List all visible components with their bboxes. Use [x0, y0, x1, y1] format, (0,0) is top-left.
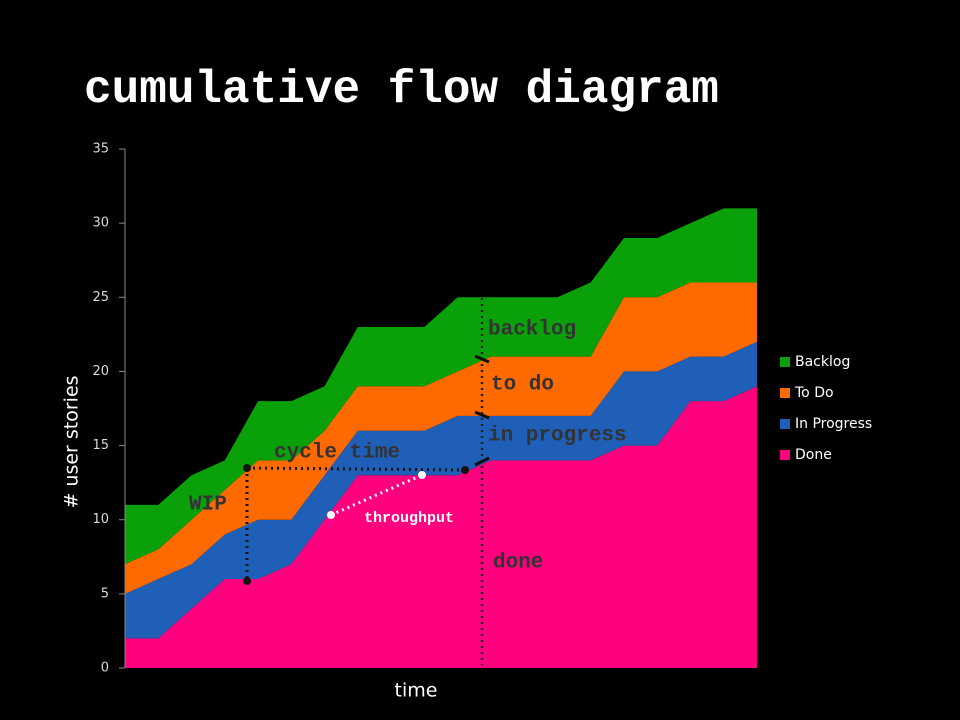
y-tick-label: 20 — [92, 364, 109, 379]
y-tick-label: 30 — [92, 216, 109, 231]
legend-swatch — [780, 357, 790, 367]
legend-label: In Progress — [795, 416, 872, 432]
legend-label: Backlog — [795, 354, 850, 370]
chart-title: cumulative flow diagram — [84, 64, 719, 116]
dot — [243, 577, 251, 585]
area — [125, 341, 757, 639]
legend-swatch — [780, 450, 790, 460]
dot — [327, 511, 335, 519]
legend-swatch — [780, 388, 790, 398]
throughput-line — [330, 473, 423, 517]
cycle-time-line — [246, 466, 466, 472]
slash — [474, 410, 490, 420]
legend-label: To Do — [794, 385, 834, 401]
y-tick-label: 15 — [92, 438, 109, 453]
legend: Backlog To Do In Progress Done — [780, 354, 872, 463]
legend-label: Done — [795, 447, 832, 463]
y-tick-label: 35 — [92, 142, 109, 157]
slash — [474, 456, 490, 467]
annotation: in progress — [488, 425, 627, 448]
annotation: done — [493, 552, 543, 575]
y-tick-label: 0 — [101, 661, 109, 676]
legend-swatch — [780, 419, 790, 429]
y-tick-label: 25 — [92, 290, 109, 305]
annotation: to do — [491, 374, 554, 397]
area — [125, 386, 757, 668]
y-tick-label: 5 — [101, 586, 109, 601]
plot-area: 0 5 10 15 20 25 30 35 — [92, 142, 757, 676]
area — [125, 282, 757, 594]
x-axis-label: time — [395, 680, 438, 702]
y-tick-label: 10 — [92, 512, 109, 527]
slash — [474, 354, 490, 364]
annotation: throughput — [364, 510, 454, 527]
y-axis-label: # user stories — [61, 375, 83, 508]
area — [125, 208, 757, 565]
dot — [243, 464, 251, 472]
dot — [418, 471, 426, 479]
annotation: cycle time — [274, 442, 400, 465]
annotation: WIP — [189, 494, 227, 517]
annotation: backlog — [488, 319, 576, 342]
annotations: backlog to do in progress done cycle tim… — [189, 298, 627, 665]
dot — [461, 466, 469, 474]
